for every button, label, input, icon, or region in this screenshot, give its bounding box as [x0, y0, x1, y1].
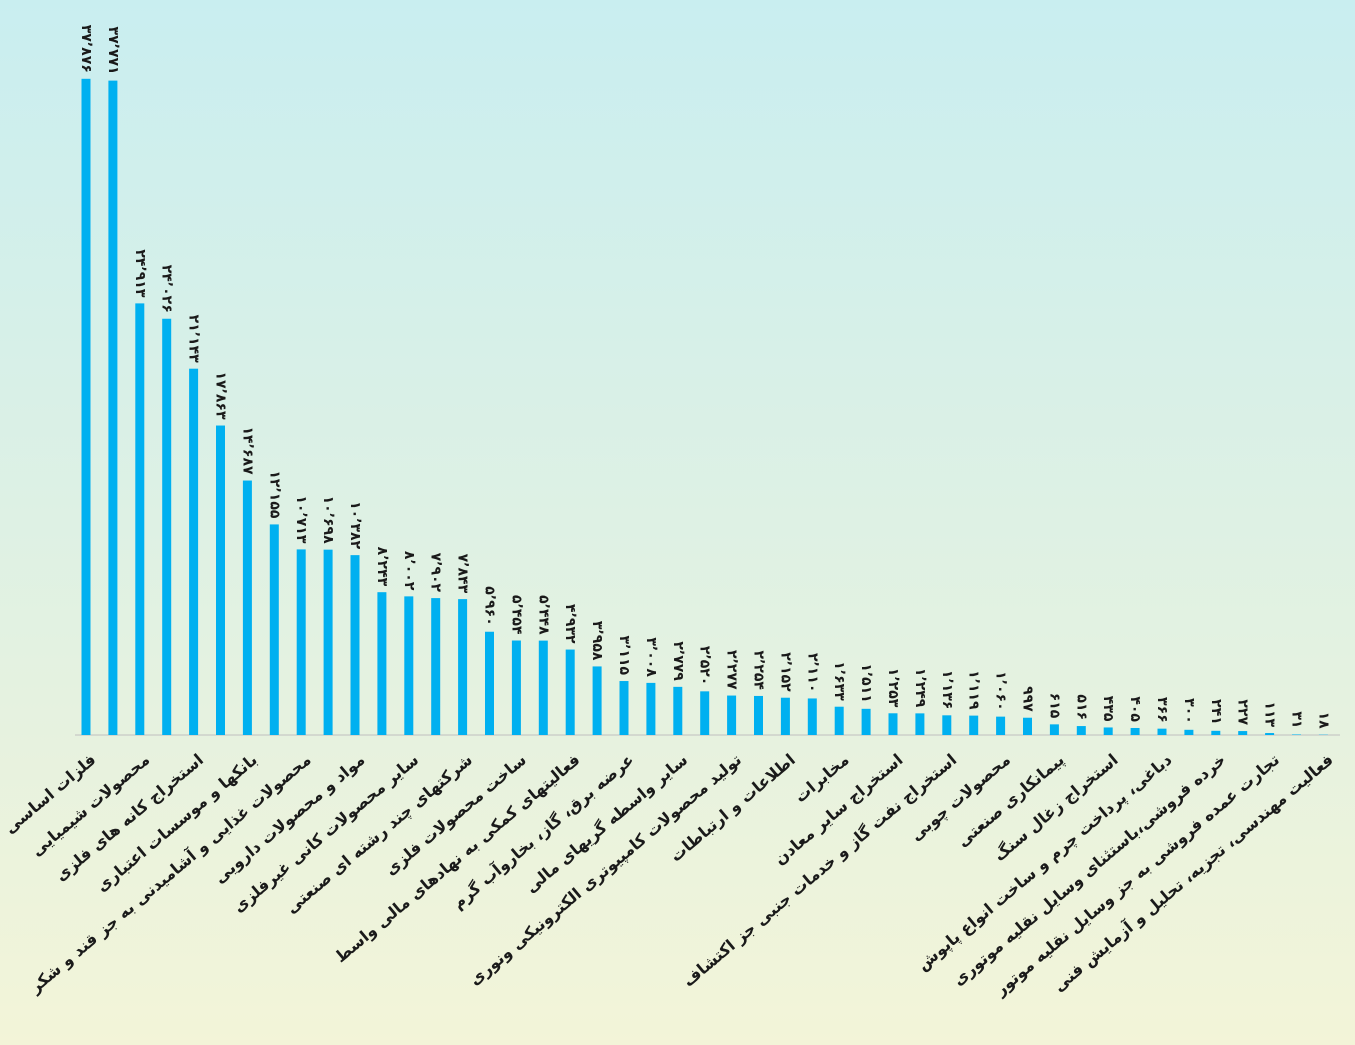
- bar: [216, 425, 225, 735]
- bar: [162, 318, 172, 735]
- value-label: ۱۴٬۶۸۷: [239, 427, 255, 475]
- value-label: ۳٬۱۱۵: [616, 636, 632, 676]
- value-label: ۱۲٬۱۵۵: [266, 470, 282, 518]
- value-label: ۲٬۲۷۷: [724, 650, 740, 690]
- bar: [538, 640, 548, 735]
- value-label: ۴۰۵: [1127, 696, 1143, 722]
- bar: [942, 715, 952, 735]
- value-label: ۳۷٬۷۷۱: [105, 27, 121, 75]
- value-label: ۲٬۱۵۲: [777, 652, 793, 692]
- bar: [511, 640, 521, 735]
- value-label: ۵٬۴۴۸: [535, 595, 551, 635]
- bar: [1238, 731, 1248, 735]
- value-label: ۷٬۸۴۳: [455, 554, 471, 594]
- value-label: ۶۱۵: [1046, 693, 1062, 719]
- value-label: ۳۰۰: [1181, 698, 1197, 724]
- bar: [296, 549, 306, 735]
- value-label: ۲٬۷۷۹: [670, 641, 686, 681]
- bar: [754, 695, 763, 735]
- value-label: ۲۴٬۹۱۳: [132, 249, 148, 297]
- value-label: ۳۷٬۸۷۶: [78, 25, 94, 73]
- bar: [727, 695, 737, 735]
- bar: [350, 555, 360, 735]
- bar: [1265, 733, 1275, 735]
- bar: [458, 599, 468, 735]
- value-label: ۹۹۷: [1020, 686, 1036, 712]
- value-label: ۲۴۱: [1208, 699, 1224, 725]
- bar: [1023, 717, 1032, 735]
- value-label: ۸٬۰۰۲: [401, 551, 417, 591]
- value-label: ۱۸: [1315, 712, 1331, 730]
- bar: [431, 598, 441, 735]
- value-label: ۲٬۱۱۰: [804, 653, 820, 693]
- value-label: ۳۱: [1289, 711, 1305, 728]
- value-label: ۵٬۹۶۰: [482, 586, 498, 626]
- bar: [888, 713, 898, 735]
- value-label: ۱٬۱۳۶: [939, 670, 955, 710]
- value-label: ۳٬۰۰۸: [643, 637, 659, 677]
- bar: [996, 716, 1006, 735]
- bar: [81, 78, 91, 736]
- bar: [1130, 727, 1140, 735]
- bar: [969, 715, 979, 735]
- bar: [1157, 728, 1167, 735]
- value-label: ۱۱۳: [1262, 701, 1278, 727]
- value-label: ۱٬۲۴۹: [912, 668, 928, 708]
- bar: [404, 596, 414, 735]
- value-label: ۲٬۵۲۰: [697, 646, 713, 686]
- bar: [1211, 730, 1221, 735]
- bar: [700, 691, 710, 735]
- bar: [242, 480, 252, 735]
- bar: [1103, 727, 1113, 735]
- value-label: ۸٬۲۴۳: [374, 547, 390, 587]
- value-label: ۱۰٬۶۹۸: [320, 496, 336, 544]
- bar: [1292, 734, 1301, 735]
- value-label: ۲٬۲۵۴: [751, 650, 767, 690]
- bar: [485, 631, 494, 735]
- value-label: ۱٬۶۳۳: [831, 661, 847, 701]
- bar: [269, 524, 279, 735]
- value-label: ۱۰٬۳۸۲: [347, 501, 363, 549]
- value-label: ۷٬۹۰۲: [428, 553, 444, 593]
- value-label: ۱۰٬۷۱۳: [293, 495, 309, 543]
- bar: [834, 706, 844, 735]
- value-label: ۲۱٬۱۴۳: [186, 315, 202, 363]
- value-label: ۵۱۶: [1073, 694, 1089, 720]
- bar: [646, 682, 656, 735]
- bar: [673, 686, 683, 735]
- value-label: ۲۲۷: [1235, 699, 1251, 725]
- bar: [592, 666, 602, 735]
- bar: [377, 592, 387, 735]
- value-label: ۱۷٬۸۶۳: [213, 371, 229, 419]
- bar: [189, 368, 199, 735]
- bar: [108, 80, 118, 735]
- bar: [619, 681, 629, 735]
- bar: [323, 549, 333, 735]
- value-label: ۱٬۵۱۱: [858, 663, 874, 703]
- value-label: ۴۳۵: [1100, 696, 1116, 722]
- bar: [915, 713, 925, 735]
- value-label: ۳۶۶: [1154, 697, 1170, 723]
- value-label: ۱٬۲۵۳: [885, 668, 901, 708]
- bar: [135, 303, 145, 735]
- value-label: ۴٬۹۳۲: [562, 604, 578, 644]
- bar: [780, 697, 790, 735]
- bar: [861, 708, 871, 735]
- bar: [1184, 729, 1194, 735]
- value-label: ۲۴٬۰۲۶: [159, 265, 175, 313]
- value-label: ۱٬۱۱۹: [966, 670, 982, 710]
- value-label: ۳٬۹۵۸: [589, 621, 605, 661]
- value-label: ۵٬۴۵۴: [508, 595, 524, 635]
- bar: [565, 649, 575, 735]
- bar: [807, 698, 817, 735]
- bar: [1076, 726, 1086, 735]
- bar: [1049, 724, 1059, 735]
- value-label: ۱٬۰۶۰: [993, 671, 1009, 711]
